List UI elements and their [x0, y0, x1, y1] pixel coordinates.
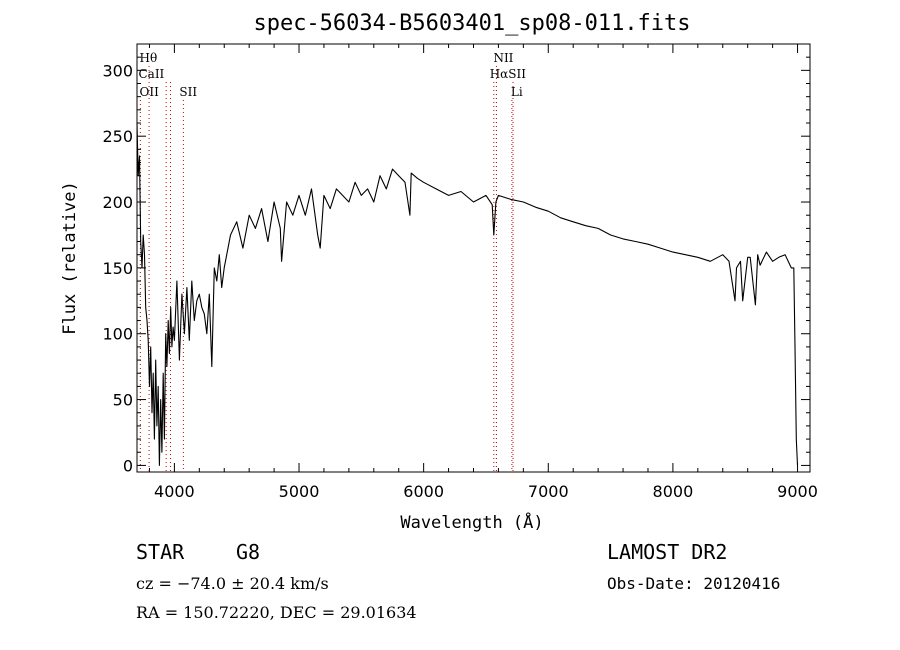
redshift-velocity: cz = −74.0 ± 20.4 km/s: [136, 574, 329, 593]
x-tick-label: 5000: [279, 482, 320, 501]
line-marker-label: OII: [139, 85, 159, 99]
line-marker-label: Li: [511, 85, 523, 99]
survey-label: LAMOST DR2: [607, 540, 728, 564]
line-marker-label: Hθ: [139, 51, 157, 65]
y-tick-label: 50: [113, 391, 133, 410]
spectral-subclass: G8: [236, 540, 261, 564]
x-tick-label: 4000: [154, 482, 195, 501]
line-marker-label: HαSII: [490, 67, 527, 81]
x-axis-label: Wavelength (Å): [400, 511, 543, 533]
x-tick-label: 7000: [528, 482, 569, 501]
chart-title: spec-56034-B5603401_sp08-011.fits: [253, 11, 690, 36]
y-tick-label: 200: [102, 193, 133, 212]
y-tick-label: 100: [102, 325, 133, 344]
line-marker-label: CaII: [138, 67, 164, 81]
axes: 4000 5000 6000 7000 8000 9000 0 50 100 150 200 250 3…: [102, 43, 818, 501]
x-tick-label: 9000: [777, 482, 818, 501]
x-tick-label: 8000: [653, 482, 694, 501]
plot-frame: [136, 43, 811, 473]
emission-line-markers: Hθ CaII OII SII NII HαSII Li: [138, 51, 526, 472]
object-type: STAR: [136, 540, 185, 564]
x-tick-label: 6000: [403, 482, 444, 501]
coordinates: RA = 150.72220, DEC = 29.01634: [136, 603, 417, 622]
line-marker-label: SII: [179, 85, 197, 99]
observation-date: Obs-Date: 20120416: [607, 574, 781, 593]
spectrum-series: [136, 122, 799, 466]
y-tick-label: 300: [102, 61, 133, 80]
y-tick-label: 150: [102, 259, 133, 278]
y-tick-label: 250: [102, 127, 133, 146]
line-marker-label: NII: [493, 51, 513, 65]
spectrum-line: [136, 122, 799, 466]
y-axis-label: Flux (relative): [60, 181, 80, 335]
y-tick-label: 0: [123, 456, 133, 475]
